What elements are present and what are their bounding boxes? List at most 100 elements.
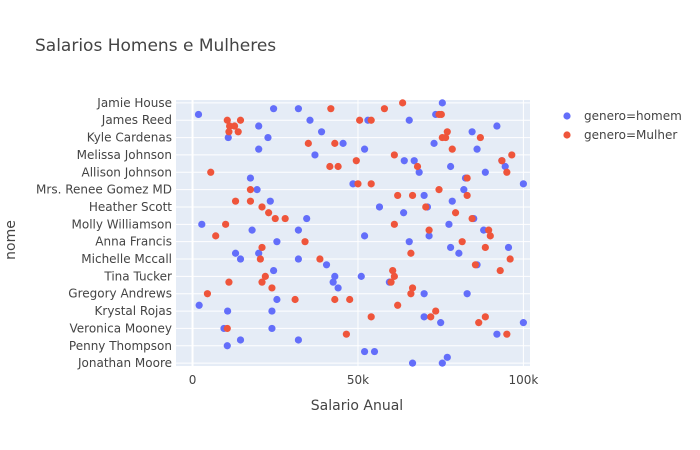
scatter-point[interactable] xyxy=(281,214,289,223)
scatter-point[interactable] xyxy=(390,272,398,280)
scatter-point[interactable] xyxy=(294,336,303,344)
scatter-point[interactable] xyxy=(354,180,362,188)
scatter-point[interactable] xyxy=(493,330,501,338)
scatter-point[interactable] xyxy=(443,128,451,136)
scatter-point[interactable] xyxy=(264,133,272,142)
scatter-point[interactable] xyxy=(413,162,422,171)
scatter-point[interactable] xyxy=(225,128,233,136)
scatter-point[interactable] xyxy=(306,116,314,124)
scatter-point[interactable] xyxy=(408,191,417,200)
scatter-point[interactable] xyxy=(246,186,255,194)
scatter-point[interactable] xyxy=(271,214,279,223)
scatter-point[interactable] xyxy=(236,336,245,344)
scatter-point[interactable] xyxy=(225,278,233,286)
scatter-point[interactable] xyxy=(463,191,471,200)
scatter-point[interactable] xyxy=(269,105,278,113)
scatter-point[interactable] xyxy=(194,110,203,119)
scatter-point[interactable] xyxy=(304,139,312,147)
scatter-point[interactable] xyxy=(455,249,463,257)
scatter-point[interactable] xyxy=(408,359,417,367)
scatter-point[interactable] xyxy=(360,347,369,356)
scatter-point[interactable] xyxy=(407,249,415,257)
scatter-point[interactable] xyxy=(501,162,509,171)
scatter-point[interactable] xyxy=(460,186,468,194)
scatter-point[interactable] xyxy=(334,162,342,171)
scatter-point[interactable] xyxy=(326,162,334,171)
scatter-point[interactable] xyxy=(223,116,231,124)
scatter-point[interactable] xyxy=(468,214,476,223)
scatter-point[interactable] xyxy=(427,313,435,321)
scatter-point[interactable] xyxy=(258,278,266,286)
scatter-point[interactable] xyxy=(331,272,339,280)
scatter-point[interactable] xyxy=(255,122,263,130)
scatter-point[interactable] xyxy=(268,324,276,333)
scatter-point[interactable] xyxy=(387,278,395,286)
scatter-point[interactable] xyxy=(442,133,450,142)
scatter-point[interactable] xyxy=(367,180,375,188)
scatter-point[interactable] xyxy=(357,272,365,280)
scatter-point[interactable] xyxy=(231,197,240,205)
scatter-point[interactable] xyxy=(481,313,489,321)
scatter-point[interactable] xyxy=(317,128,326,136)
scatter-point[interactable] xyxy=(258,203,266,211)
scatter-point[interactable] xyxy=(390,151,398,159)
scatter-point[interactable] xyxy=(223,342,231,350)
scatter-point[interactable] xyxy=(231,249,240,257)
scatter-point[interactable] xyxy=(203,290,212,298)
scatter-point[interactable] xyxy=(207,168,215,176)
scatter-point[interactable] xyxy=(222,220,230,228)
scatter-point[interactable] xyxy=(443,353,451,361)
scatter-point[interactable] xyxy=(352,157,360,165)
scatter-point[interactable] xyxy=(331,139,339,147)
scatter-point[interactable] xyxy=(256,255,264,263)
scatter-point[interactable] xyxy=(438,99,446,107)
scatter-point[interactable] xyxy=(405,238,413,246)
scatter-point[interactable] xyxy=(446,162,455,171)
scatter-point[interactable] xyxy=(265,209,273,217)
scatter-point[interactable] xyxy=(480,226,488,234)
scatter-point[interactable] xyxy=(475,319,483,327)
scatter-point[interactable] xyxy=(425,226,433,234)
scatter-point[interactable] xyxy=(360,232,369,240)
scatter-point[interactable] xyxy=(451,209,460,217)
scatter-point[interactable] xyxy=(415,168,423,176)
scatter-point[interactable] xyxy=(410,157,418,165)
scatter-point[interactable] xyxy=(496,266,504,275)
scatter-point[interactable] xyxy=(311,151,319,159)
scatter-point[interactable] xyxy=(425,232,433,240)
scatter-point[interactable] xyxy=(400,209,408,217)
scatter-point[interactable] xyxy=(331,295,339,304)
scatter-point[interactable] xyxy=(266,197,274,205)
scatter-point[interactable] xyxy=(400,157,408,165)
legend-item[interactable]: genero=homem xyxy=(563,109,682,123)
scatter-point[interactable] xyxy=(437,110,445,119)
scatter-point[interactable] xyxy=(405,116,413,124)
scatter-point[interactable] xyxy=(236,255,245,263)
scatter-point[interactable] xyxy=(375,203,384,211)
scatter-point[interactable] xyxy=(481,168,489,176)
scatter-point[interactable] xyxy=(212,232,220,240)
legend[interactable]: genero=homem genero=Mulher xyxy=(563,109,682,142)
scatter-point[interactable] xyxy=(269,266,278,275)
scatter-point[interactable] xyxy=(458,238,466,246)
scatter-point[interactable] xyxy=(234,128,242,136)
scatter-point[interactable] xyxy=(273,238,281,246)
scatter-point[interactable] xyxy=(246,174,255,182)
scatter-point[interactable] xyxy=(346,295,354,304)
scatter-point[interactable] xyxy=(291,295,299,304)
scatter-point[interactable] xyxy=(253,186,261,194)
scatter-point[interactable] xyxy=(329,278,337,286)
scatter-point[interactable] xyxy=(261,272,269,280)
scatter-point[interactable] xyxy=(294,255,303,263)
scatter-point[interactable] xyxy=(503,168,511,176)
scatter-point[interactable] xyxy=(258,243,266,252)
scatter-point[interactable] xyxy=(420,191,428,200)
scatter-point[interactable] xyxy=(334,284,342,292)
scatter-point[interactable] xyxy=(463,290,471,298)
scatter-point[interactable] xyxy=(339,139,347,147)
scatter-point[interactable] xyxy=(481,243,489,252)
scatter-point[interactable] xyxy=(370,347,379,356)
scatter-point[interactable] xyxy=(356,116,364,124)
scatter-point[interactable] xyxy=(367,116,375,124)
scatter-point[interactable] xyxy=(468,128,476,136)
